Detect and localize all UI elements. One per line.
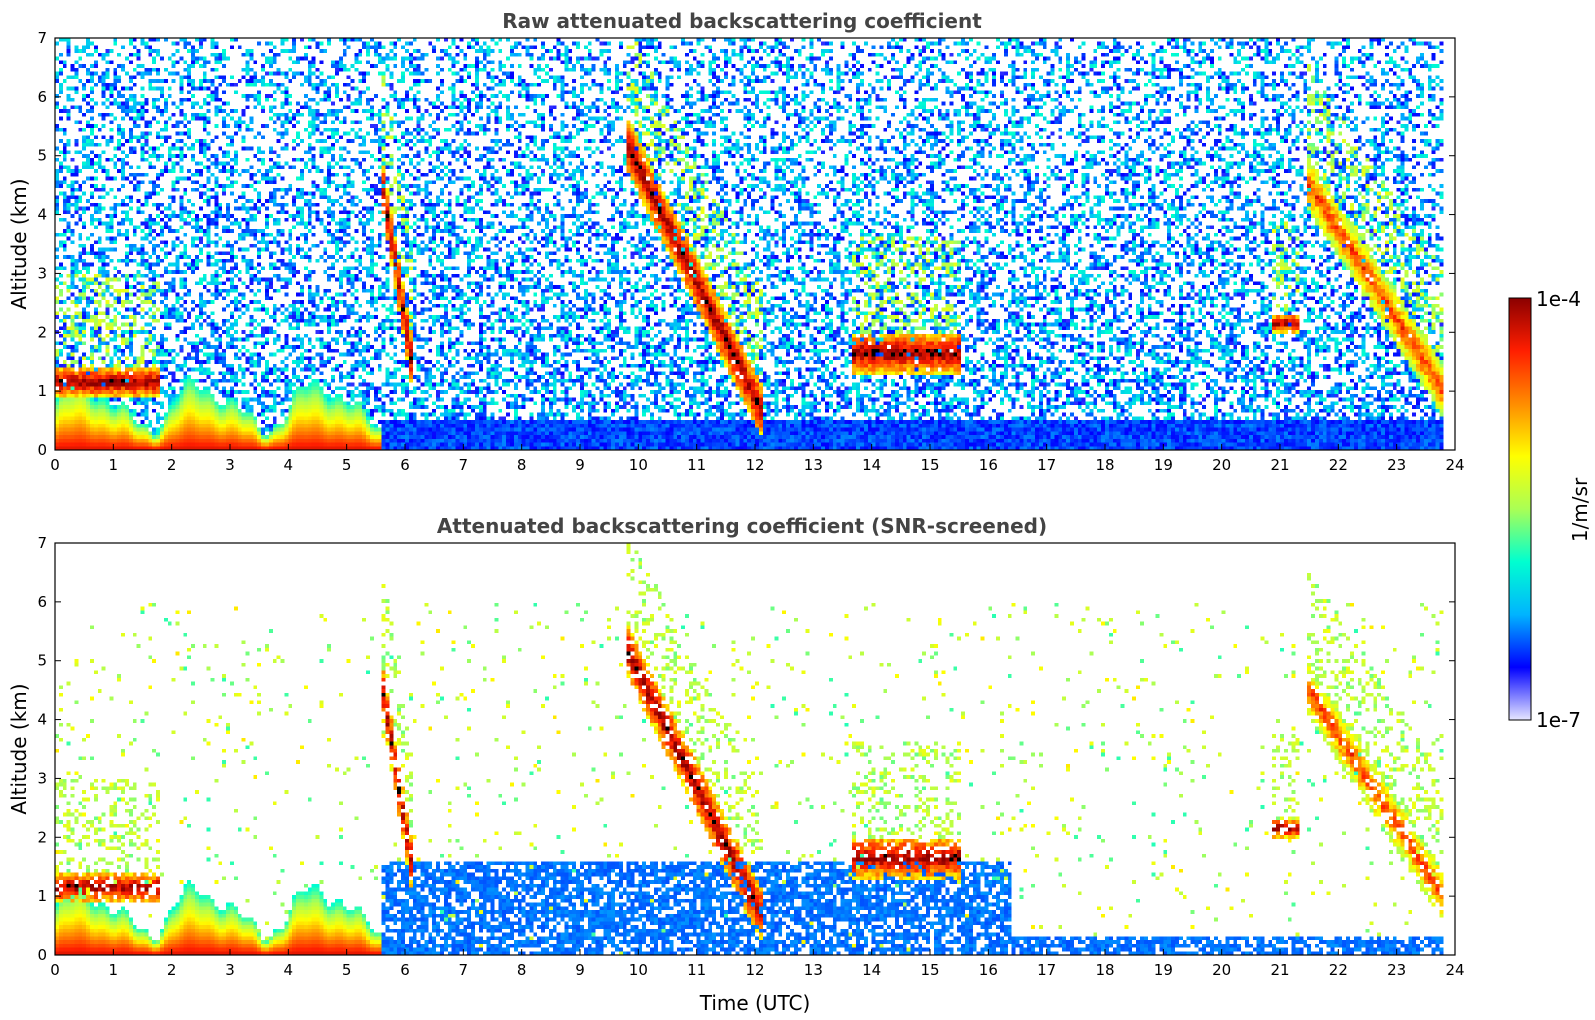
x-tick-label: 14 bbox=[862, 456, 881, 474]
x-tick-label: 11 bbox=[687, 456, 706, 474]
x-tick-label: 11 bbox=[687, 961, 706, 979]
x-tick-label: 16 bbox=[979, 456, 998, 474]
y-tick-label: 4 bbox=[37, 206, 47, 224]
x-tick-label: 18 bbox=[1095, 456, 1114, 474]
x-axis-label: Time (UTC) bbox=[699, 991, 811, 1015]
x-tick-label: 3 bbox=[225, 456, 235, 474]
x-tick-label: 5 bbox=[342, 961, 352, 979]
colorbar-min-label: 1e-7 bbox=[1536, 708, 1581, 732]
x-tick-label: 4 bbox=[284, 961, 294, 979]
x-tick-label: 0 bbox=[50, 456, 60, 474]
y-tick-label: 1 bbox=[37, 382, 47, 400]
x-tick-label: 23 bbox=[1387, 961, 1406, 979]
x-tick-label: 14 bbox=[862, 961, 881, 979]
y-tick-label: 0 bbox=[37, 946, 47, 964]
x-tick-label: 10 bbox=[629, 961, 648, 979]
x-tick-label: 4 bbox=[284, 456, 294, 474]
y-tick-label: 1 bbox=[37, 887, 47, 905]
y-axis-label: Altitude (km) bbox=[7, 178, 31, 309]
panel-raw: Raw attenuated backscattering coefficien… bbox=[7, 9, 1465, 474]
x-tick-label: 6 bbox=[400, 456, 410, 474]
heatmap-image bbox=[55, 543, 1455, 955]
y-tick-label: 6 bbox=[37, 88, 47, 106]
x-tick-label: 7 bbox=[459, 961, 469, 979]
x-tick-label: 5 bbox=[342, 456, 352, 474]
x-tick-label: 18 bbox=[1095, 961, 1114, 979]
x-tick-label: 6 bbox=[400, 961, 410, 979]
x-tick-label: 0 bbox=[50, 961, 60, 979]
x-tick-label: 13 bbox=[804, 456, 823, 474]
heatmap-image bbox=[55, 38, 1455, 450]
plot-area bbox=[55, 543, 1455, 955]
colorbar-scale bbox=[1508, 297, 1532, 721]
y-axis: 0 1 2 3 4 5 6 7 bbox=[37, 29, 1455, 459]
x-tick-label: 9 bbox=[575, 456, 585, 474]
x-tick-label: 21 bbox=[1270, 961, 1289, 979]
x-tick-label: 17 bbox=[1037, 456, 1056, 474]
y-tick-label: 2 bbox=[37, 828, 47, 846]
y-tick-label: 7 bbox=[37, 534, 47, 552]
y-tick-label: 2 bbox=[37, 323, 47, 341]
x-tick-label: 1 bbox=[109, 961, 119, 979]
y-tick-label: 4 bbox=[37, 711, 47, 729]
colorbar-unit-label: 1/m/sr bbox=[1568, 477, 1592, 542]
x-tick-label: 17 bbox=[1037, 961, 1056, 979]
x-axis: 0 1 2 3 4 5 6 7 8 9 10 11 12 13 14 15 16 17 18 19 20 21 22 23 24 bbox=[50, 444, 1465, 474]
x-tick-label: 21 bbox=[1270, 456, 1289, 474]
x-tick-label: 3 bbox=[225, 961, 235, 979]
x-tick-label: 10 bbox=[629, 456, 648, 474]
x-tick-label: 22 bbox=[1329, 456, 1348, 474]
y-axis-label: Altitude (km) bbox=[7, 683, 31, 814]
x-tick-label: 12 bbox=[745, 961, 764, 979]
x-tick-label: 15 bbox=[920, 456, 939, 474]
chart-title: Attenuated backscattering coefficient (S… bbox=[437, 514, 1047, 538]
y-tick-label: 3 bbox=[37, 769, 47, 787]
x-tick-label: 8 bbox=[517, 456, 527, 474]
x-tick-label: 24 bbox=[1445, 456, 1464, 474]
x-tick-label: 2 bbox=[167, 961, 177, 979]
x-tick-label: 2 bbox=[167, 456, 177, 474]
y-tick-label: 7 bbox=[37, 29, 47, 47]
x-tick-label: 19 bbox=[1154, 961, 1173, 979]
x-tick-label: 20 bbox=[1212, 456, 1231, 474]
x-tick-label: 1 bbox=[109, 456, 119, 474]
y-tick-label: 5 bbox=[37, 652, 47, 670]
y-tick-label: 0 bbox=[37, 441, 47, 459]
panel-snr-screened: Attenuated backscattering coefficient (S… bbox=[7, 514, 1465, 1015]
x-tick-label: 16 bbox=[979, 961, 998, 979]
x-tick-label: 8 bbox=[517, 961, 527, 979]
x-axis: 0 1 2 3 4 5 6 7 8 9 10 11 12 13 14 15 16 17 18 19 20 21 22 23 24 bbox=[50, 949, 1465, 979]
chart-title: Raw attenuated backscattering coefficien… bbox=[502, 9, 982, 33]
x-tick-label: 23 bbox=[1387, 456, 1406, 474]
x-tick-label: 20 bbox=[1212, 961, 1231, 979]
x-tick-label: 12 bbox=[745, 456, 764, 474]
y-axis: 0 1 2 3 4 5 6 7 bbox=[37, 534, 1455, 964]
colorbar: 1e-4 1e-7 1/m/sr bbox=[1508, 287, 1592, 732]
x-tick-label: 13 bbox=[804, 961, 823, 979]
x-tick-label: 24 bbox=[1445, 961, 1464, 979]
x-tick-label: 15 bbox=[920, 961, 939, 979]
x-tick-label: 9 bbox=[575, 961, 585, 979]
y-tick-label: 6 bbox=[37, 593, 47, 611]
plot-area bbox=[55, 38, 1455, 450]
y-tick-label: 3 bbox=[37, 264, 47, 282]
x-tick-label: 19 bbox=[1154, 456, 1173, 474]
x-tick-label: 7 bbox=[459, 456, 469, 474]
x-tick-label: 22 bbox=[1329, 961, 1348, 979]
y-tick-label: 5 bbox=[37, 147, 47, 165]
colorbar-max-label: 1e-4 bbox=[1536, 287, 1581, 311]
